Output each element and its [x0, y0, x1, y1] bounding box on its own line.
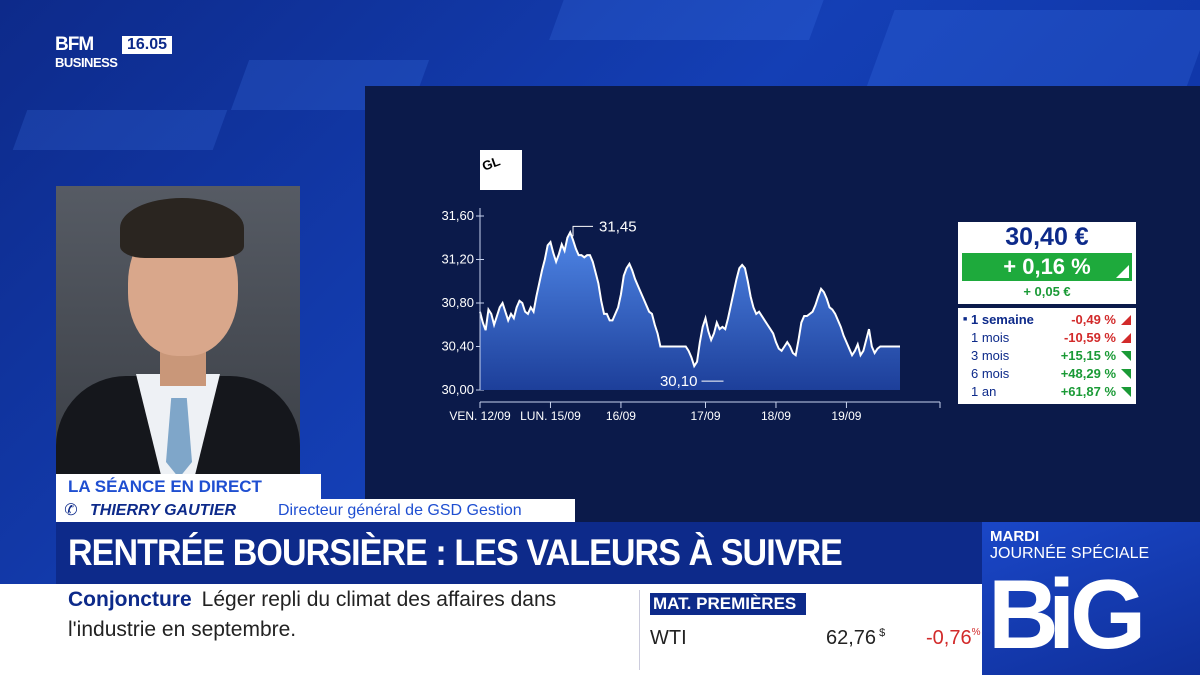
performance-table: 1 semaine -0,49 % 1 mois -10,59 % 3 mois +15,…	[958, 308, 1136, 404]
performance-value: -0,49 %	[1071, 312, 1116, 327]
x-tick-label: 16/09	[606, 409, 636, 423]
commodity-change-value: -0,76	[926, 627, 972, 649]
channel-name: BFM	[55, 34, 94, 55]
guest-bar: ✆ THIERRY GAUTIER Directeur général de G…	[56, 499, 575, 522]
program-tag: LA SÉANCE EN DIRECT	[56, 474, 321, 499]
promo-brand-i: i	[1048, 559, 1076, 669]
company-logo: GL	[480, 150, 522, 190]
x-tick-label: 19/09	[831, 409, 861, 423]
channel-sub: BUSINESS	[55, 55, 118, 70]
x-tick-label: LUN. 15/09	[520, 409, 581, 423]
commodity-change: -0,76%	[926, 627, 981, 650]
up-triangle-icon	[1121, 369, 1131, 379]
performance-row: 1 semaine -0,49 %	[958, 311, 1136, 329]
guest-video	[56, 186, 300, 476]
y-tick-label: 30,40	[441, 339, 474, 354]
promo-brand-g: G	[1070, 559, 1147, 669]
up-triangle-icon	[1121, 351, 1131, 361]
y-tick-label: 30,00	[441, 382, 474, 397]
commodities-title: MAT. PREMIÈRES	[650, 593, 806, 615]
performance-period: 1 an	[971, 384, 997, 399]
performance-period: 1 mois	[971, 330, 1010, 345]
promo-day: MARDI	[990, 528, 1040, 545]
x-tick-label: 18/09	[761, 409, 791, 423]
performance-value: -10,59 %	[1063, 330, 1116, 345]
performance-value: +61,87 %	[1060, 384, 1116, 399]
x-tick-label: 17/09	[690, 409, 720, 423]
headline-bar: RENTRÉE BOURSIÈRE : LES VALEURS À SUIVRE	[56, 522, 982, 584]
performance-row: 6 mois +48,29 %	[958, 365, 1136, 383]
news-text: Léger repli du climat des affaires dans …	[68, 588, 557, 641]
annotation-high: 31,45	[599, 218, 637, 235]
commodity-price: 62,76 $	[826, 627, 885, 650]
price-line	[479, 229, 900, 369]
annotation-leader	[572, 225, 594, 237]
promo-box: MARDI JOURNÉE SPÉCIALE B i G	[982, 522, 1200, 675]
quote-price: 30,40 €	[1005, 223, 1089, 251]
performance-row: 3 mois +15,15 %	[958, 347, 1136, 365]
performance-period: 3 mois	[971, 348, 1010, 363]
quote-change-pct: + 0,16 %	[962, 253, 1132, 281]
stock-chart: 31,60 31,20 30,80 30,40 30,00 VEN. 12/09 LUN. …	[441, 208, 941, 423]
quote-change-pct-value: + 0,16 %	[1003, 254, 1091, 279]
promo-brand-b: B	[988, 559, 1059, 669]
commodity-price-value: 62,76	[826, 627, 877, 649]
y-tick-label: 30,80	[441, 295, 474, 310]
ticker-bar	[0, 584, 982, 675]
phone-icon: ✆	[64, 502, 78, 519]
x-tick-label: VEN. 12/09	[449, 409, 511, 423]
performance-period: 6 mois	[971, 366, 1010, 381]
commodity-price-unit: $	[879, 627, 886, 640]
company-logo-text: GL	[479, 153, 503, 174]
y-tick-label: 31,60	[441, 208, 474, 223]
news-tag: Conjoncture	[68, 588, 192, 611]
up-triangle-icon	[1116, 265, 1129, 278]
news-ticker: Conjoncture Léger repli du climat des aff…	[68, 585, 643, 645]
annotation-low: 30,10	[660, 373, 698, 390]
performance-row: 1 an +61,87 %	[958, 383, 1136, 401]
performance-value: +48,29 %	[1060, 366, 1116, 381]
performance-value: +15,15 %	[1060, 348, 1116, 363]
price-area	[480, 232, 900, 390]
headline: RENTRÉE BOURSIÈRE : LES VALEURS À SUIVRE	[68, 532, 843, 573]
clock: 16.05	[122, 36, 173, 54]
promo-title: JOURNÉE SPÉCIALE	[990, 545, 1150, 562]
up-triangle-icon	[1121, 387, 1131, 397]
quote-box: 30,40 € + 0,16 % + 0,05 €	[958, 222, 1136, 304]
commodity-name: WTI	[650, 627, 687, 649]
performance-period: 1 semaine	[963, 311, 1034, 329]
ticker-divider	[639, 590, 640, 670]
commodity-change-unit: %	[971, 627, 981, 638]
down-triangle-icon	[1121, 315, 1131, 325]
guest-role: Directeur général de GSD Gestion	[278, 502, 522, 519]
quote-change-abs: + 0,05 €	[1023, 284, 1071, 299]
down-triangle-icon	[1121, 333, 1131, 343]
guest-name: THIERRY GAUTIER	[90, 502, 237, 519]
performance-row: 1 mois -10,59 %	[958, 329, 1136, 347]
y-tick-label: 31,20	[441, 252, 474, 267]
promo-brand: B i G	[988, 560, 1148, 668]
